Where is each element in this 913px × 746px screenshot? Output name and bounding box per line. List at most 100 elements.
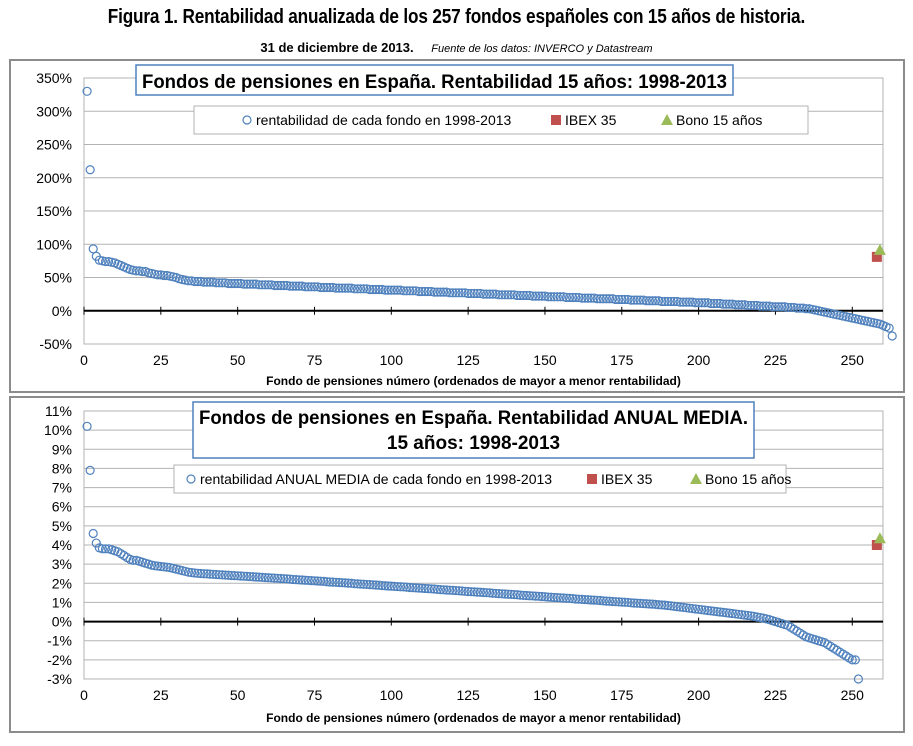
data-point-fund — [380, 581, 390, 591]
legend-label: IBEX 35 — [565, 112, 617, 128]
y-tick-label: 0% — [52, 614, 72, 630]
data-point-fund — [568, 594, 578, 604]
data-point-fund — [684, 603, 694, 613]
data-point-fund — [291, 575, 301, 585]
data-point-fund — [193, 276, 203, 287]
data-point-fund — [475, 587, 486, 597]
data-point-fund — [276, 573, 286, 584]
data-point-fund — [229, 278, 240, 289]
data-point-fund — [352, 284, 363, 294]
data-point-fund — [638, 598, 648, 609]
data-point-ibex35 — [871, 251, 882, 262]
data-point-fund — [242, 571, 252, 581]
data-point-fund — [223, 570, 234, 580]
data-point-fund — [494, 290, 504, 300]
data-point-fund — [448, 288, 458, 298]
data-point-fund — [429, 287, 439, 297]
data-point-fund — [242, 279, 252, 289]
data-point-fund — [709, 298, 719, 309]
data-point-fund — [368, 284, 378, 295]
data-point-fund — [740, 610, 750, 620]
data-point-fund — [773, 302, 784, 312]
data-point-fund — [506, 589, 516, 599]
x-tick-label: 100 — [380, 687, 404, 703]
x-tick-label: 225 — [764, 352, 788, 368]
x-tick-label: 125 — [456, 352, 480, 368]
data-point-fund — [733, 300, 744, 310]
data-point-fund — [509, 589, 519, 600]
data-point-fund — [438, 585, 449, 595]
data-point-fund — [644, 599, 655, 609]
data-point-fund — [383, 581, 393, 591]
data-point-fund — [537, 291, 547, 301]
data-point-fund — [577, 594, 587, 604]
data-point-fund — [663, 296, 673, 307]
data-point-fund — [592, 595, 602, 605]
data-point-fund — [229, 571, 240, 581]
data-point-fund — [454, 288, 464, 298]
data-point-fund — [614, 597, 624, 607]
data-point-fund — [678, 602, 688, 613]
data-point-fund — [503, 589, 513, 599]
data-point-fund — [660, 296, 670, 307]
data-point-fund — [543, 592, 553, 602]
data-point-fund — [147, 560, 157, 570]
data-point-fund — [340, 578, 350, 588]
data-point-fund — [478, 587, 489, 598]
data-point-fund — [162, 562, 172, 572]
x-tick-label: 250 — [841, 352, 865, 368]
data-point-fund — [687, 603, 698, 614]
data-point-fund — [337, 283, 347, 293]
data-point-fund — [269, 573, 280, 583]
data-point-fund — [196, 568, 206, 579]
data-point-fund — [300, 575, 310, 585]
x-tick-label: 125 — [456, 687, 480, 703]
data-point-ibex35 — [871, 540, 882, 550]
data-point-fund — [269, 280, 280, 291]
data-point-fund — [423, 286, 433, 297]
data-point-fund — [672, 602, 682, 612]
data-point-fund — [690, 298, 701, 308]
data-point-fund — [601, 596, 612, 606]
data-point-fund — [423, 584, 433, 594]
data-point-fund — [801, 304, 811, 314]
data-point-fund — [546, 292, 556, 302]
data-point-fund — [629, 295, 639, 305]
data-point-fund — [850, 655, 860, 665]
data-point-fund — [485, 588, 495, 598]
y-tick-label: 7% — [52, 480, 72, 496]
data-point-fund — [325, 282, 335, 293]
data-point-fund — [306, 282, 317, 292]
data-point-fund — [604, 596, 615, 606]
data-point-fund — [721, 608, 731, 618]
data-point-fund — [500, 290, 510, 300]
data-point-fund — [721, 299, 731, 309]
data-point-fund — [660, 600, 670, 610]
data-point-fund — [518, 290, 529, 301]
data-point-fund — [337, 578, 347, 588]
data-point-fund — [512, 290, 522, 301]
data-point-fund — [678, 297, 688, 307]
data-point-fund — [217, 570, 227, 580]
data-point-fund — [761, 301, 771, 311]
data-point-fund — [408, 286, 418, 296]
data-point-fund — [571, 594, 581, 604]
data-point-fund — [383, 285, 393, 295]
data-point-fund — [131, 266, 141, 276]
data-point-fund — [669, 601, 679, 611]
y-tick-label: 9% — [52, 441, 72, 457]
data-point-fund — [657, 600, 667, 610]
data-point-fund — [199, 277, 209, 287]
data-point-fund — [223, 278, 234, 289]
y-tick-label: 200% — [36, 170, 72, 186]
data-point-fund — [282, 574, 292, 584]
data-point-fund — [669, 296, 679, 307]
data-point-fund — [712, 607, 722, 617]
data-point-fund — [273, 573, 283, 583]
data-point-fund — [294, 575, 304, 585]
y-tick-label: 3% — [52, 556, 72, 572]
data-point-fund — [417, 583, 427, 593]
data-point-fund — [159, 562, 169, 572]
data-point-fund — [515, 590, 525, 600]
data-point-fund — [183, 276, 194, 286]
